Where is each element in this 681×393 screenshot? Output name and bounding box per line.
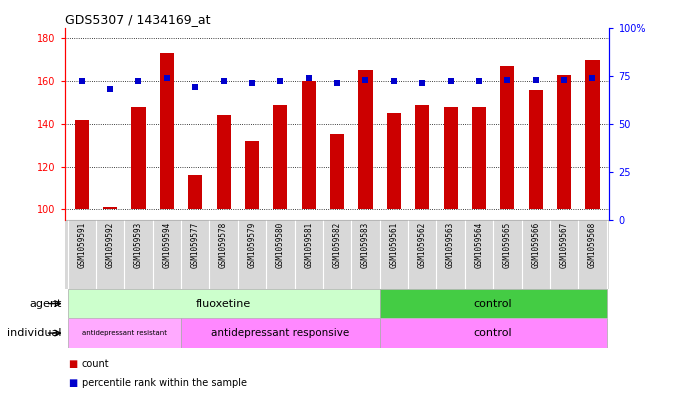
Text: GSM1059582: GSM1059582 <box>332 222 342 268</box>
Bar <box>131 107 146 209</box>
Bar <box>181 318 379 348</box>
Text: GSM1059591: GSM1059591 <box>77 222 86 268</box>
Text: GSM1059577: GSM1059577 <box>191 222 200 268</box>
Text: percentile rank within the sample: percentile rank within the sample <box>82 378 247 388</box>
Bar <box>273 105 287 209</box>
Bar <box>358 70 373 209</box>
Text: fluoxetine: fluoxetine <box>196 299 251 309</box>
Text: GSM1059578: GSM1059578 <box>219 222 228 268</box>
Bar <box>528 90 543 209</box>
Bar <box>67 318 181 348</box>
Bar <box>557 75 571 209</box>
Text: GSM1059562: GSM1059562 <box>417 222 427 268</box>
Text: count: count <box>82 358 110 369</box>
Bar <box>330 134 344 209</box>
Bar <box>586 60 599 209</box>
Bar <box>103 207 117 209</box>
Text: antidepressant responsive: antidepressant responsive <box>211 328 349 338</box>
Bar <box>217 115 231 209</box>
Text: GSM1059567: GSM1059567 <box>560 222 569 268</box>
Bar <box>245 141 259 209</box>
Text: GSM1059561: GSM1059561 <box>390 222 398 268</box>
Bar <box>379 318 607 348</box>
Bar <box>415 105 429 209</box>
Text: agent: agent <box>29 299 61 309</box>
Bar <box>387 113 401 209</box>
Text: GSM1059563: GSM1059563 <box>446 222 455 268</box>
Text: ■: ■ <box>68 378 78 388</box>
Bar <box>472 107 486 209</box>
Text: GSM1059592: GSM1059592 <box>106 222 114 268</box>
Text: GSM1059566: GSM1059566 <box>531 222 540 268</box>
Text: GSM1059579: GSM1059579 <box>247 222 257 268</box>
Bar <box>302 81 316 209</box>
Text: GSM1059594: GSM1059594 <box>162 222 172 268</box>
Bar <box>501 66 514 209</box>
Text: GSM1059565: GSM1059565 <box>503 222 512 268</box>
Text: control: control <box>474 328 513 338</box>
Text: GSM1059583: GSM1059583 <box>361 222 370 268</box>
Text: control: control <box>474 299 513 309</box>
Bar <box>188 175 202 209</box>
Bar <box>443 107 458 209</box>
Text: GSM1059593: GSM1059593 <box>134 222 143 268</box>
Text: GSM1059564: GSM1059564 <box>475 222 484 268</box>
Text: GSM1059581: GSM1059581 <box>304 222 313 268</box>
Text: GSM1059568: GSM1059568 <box>588 222 597 268</box>
Bar <box>67 289 379 318</box>
Bar <box>379 289 607 318</box>
Text: antidepressant resistant: antidepressant resistant <box>82 330 167 336</box>
Bar <box>75 119 89 209</box>
Text: GSM1059580: GSM1059580 <box>276 222 285 268</box>
Text: GDS5307 / 1434169_at: GDS5307 / 1434169_at <box>65 13 210 26</box>
Text: individual: individual <box>7 328 61 338</box>
Text: ■: ■ <box>68 358 78 369</box>
Bar <box>160 53 174 209</box>
